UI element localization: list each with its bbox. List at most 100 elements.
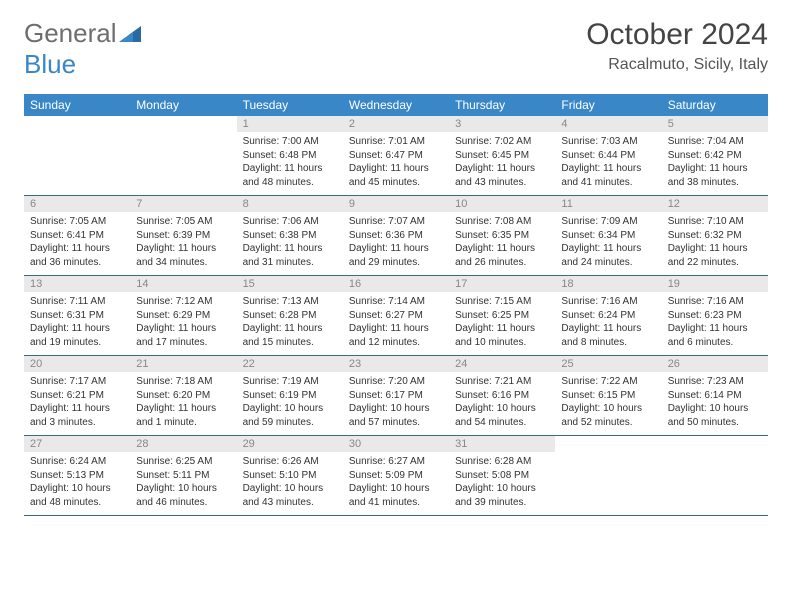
day-body: Sunrise: 7:04 AMSunset: 6:42 PMDaylight:…	[662, 132, 768, 195]
calendar-cell: 7Sunrise: 7:05 AMSunset: 6:39 PMDaylight…	[130, 196, 236, 276]
weekday-header: Sunday	[24, 94, 130, 116]
day-body: Sunrise: 7:01 AMSunset: 6:47 PMDaylight:…	[343, 132, 449, 195]
calendar-cell: 3Sunrise: 7:02 AMSunset: 6:45 PMDaylight…	[449, 116, 555, 196]
day-number: 6	[24, 196, 130, 212]
day-body: Sunrise: 7:10 AMSunset: 6:32 PMDaylight:…	[662, 212, 768, 275]
day-body: Sunrise: 6:24 AMSunset: 5:13 PMDaylight:…	[24, 452, 130, 515]
day-number: 22	[237, 356, 343, 372]
calendar-cell: 29Sunrise: 6:26 AMSunset: 5:10 PMDayligh…	[237, 436, 343, 516]
calendar-cell: 28Sunrise: 6:25 AMSunset: 5:11 PMDayligh…	[130, 436, 236, 516]
day-number: 29	[237, 436, 343, 452]
calendar-cell: 30Sunrise: 6:27 AMSunset: 5:09 PMDayligh…	[343, 436, 449, 516]
calendar-cell	[24, 116, 130, 196]
day-number: 23	[343, 356, 449, 372]
calendar-cell	[130, 116, 236, 196]
weekday-header: Monday	[130, 94, 236, 116]
day-number: 20	[24, 356, 130, 372]
calendar-cell: 17Sunrise: 7:15 AMSunset: 6:25 PMDayligh…	[449, 276, 555, 356]
day-number: 31	[449, 436, 555, 452]
day-number: 19	[662, 276, 768, 292]
logo-text-part1: General	[24, 18, 117, 48]
day-body: Sunrise: 7:02 AMSunset: 6:45 PMDaylight:…	[449, 132, 555, 195]
day-number: 28	[130, 436, 236, 452]
calendar-cell: 23Sunrise: 7:20 AMSunset: 6:17 PMDayligh…	[343, 356, 449, 436]
calendar-cell: 16Sunrise: 7:14 AMSunset: 6:27 PMDayligh…	[343, 276, 449, 356]
calendar-cell: 8Sunrise: 7:06 AMSunset: 6:38 PMDaylight…	[237, 196, 343, 276]
day-number: 15	[237, 276, 343, 292]
day-body: Sunrise: 7:20 AMSunset: 6:17 PMDaylight:…	[343, 372, 449, 435]
calendar-cell	[555, 436, 661, 516]
calendar-cell: 24Sunrise: 7:21 AMSunset: 6:16 PMDayligh…	[449, 356, 555, 436]
day-number: 5	[662, 116, 768, 132]
logo-text-part2: Blue	[24, 49, 76, 79]
day-number: 4	[555, 116, 661, 132]
weekday-header: Tuesday	[237, 94, 343, 116]
day-number: 21	[130, 356, 236, 372]
day-number: 24	[449, 356, 555, 372]
header: GeneralBlue October 2024 Racalmuto, Sici…	[24, 18, 768, 80]
weekday-header: Saturday	[662, 94, 768, 116]
calendar-cell: 5Sunrise: 7:04 AMSunset: 6:42 PMDaylight…	[662, 116, 768, 196]
calendar-cell: 22Sunrise: 7:19 AMSunset: 6:19 PMDayligh…	[237, 356, 343, 436]
calendar-row: 20Sunrise: 7:17 AMSunset: 6:21 PMDayligh…	[24, 356, 768, 436]
calendar-cell: 27Sunrise: 6:24 AMSunset: 5:13 PMDayligh…	[24, 436, 130, 516]
day-body: Sunrise: 7:07 AMSunset: 6:36 PMDaylight:…	[343, 212, 449, 275]
day-body: Sunrise: 6:26 AMSunset: 5:10 PMDaylight:…	[237, 452, 343, 515]
weekday-header: Friday	[555, 94, 661, 116]
day-number: 26	[662, 356, 768, 372]
calendar-cell: 2Sunrise: 7:01 AMSunset: 6:47 PMDaylight…	[343, 116, 449, 196]
day-body: Sunrise: 7:15 AMSunset: 6:25 PMDaylight:…	[449, 292, 555, 355]
calendar-cell: 6Sunrise: 7:05 AMSunset: 6:41 PMDaylight…	[24, 196, 130, 276]
calendar-cell: 25Sunrise: 7:22 AMSunset: 6:15 PMDayligh…	[555, 356, 661, 436]
day-number: 17	[449, 276, 555, 292]
day-number: 10	[449, 196, 555, 212]
calendar-cell: 31Sunrise: 6:28 AMSunset: 5:08 PMDayligh…	[449, 436, 555, 516]
day-body: Sunrise: 7:23 AMSunset: 6:14 PMDaylight:…	[662, 372, 768, 435]
day-number: 11	[555, 196, 661, 212]
calendar-cell: 26Sunrise: 7:23 AMSunset: 6:14 PMDayligh…	[662, 356, 768, 436]
calendar-row: 1Sunrise: 7:00 AMSunset: 6:48 PMDaylight…	[24, 116, 768, 196]
day-body: Sunrise: 7:08 AMSunset: 6:35 PMDaylight:…	[449, 212, 555, 275]
calendar-cell: 20Sunrise: 7:17 AMSunset: 6:21 PMDayligh…	[24, 356, 130, 436]
day-number: 27	[24, 436, 130, 452]
calendar-cell: 9Sunrise: 7:07 AMSunset: 6:36 PMDaylight…	[343, 196, 449, 276]
calendar-row: 6Sunrise: 7:05 AMSunset: 6:41 PMDaylight…	[24, 196, 768, 276]
day-body: Sunrise: 7:22 AMSunset: 6:15 PMDaylight:…	[555, 372, 661, 435]
calendar-cell: 12Sunrise: 7:10 AMSunset: 6:32 PMDayligh…	[662, 196, 768, 276]
weekday-header: Thursday	[449, 94, 555, 116]
day-number: 18	[555, 276, 661, 292]
calendar-cell: 18Sunrise: 7:16 AMSunset: 6:24 PMDayligh…	[555, 276, 661, 356]
location: Racalmuto, Sicily, Italy	[586, 56, 768, 74]
calendar-cell: 21Sunrise: 7:18 AMSunset: 6:20 PMDayligh…	[130, 356, 236, 436]
day-body: Sunrise: 7:05 AMSunset: 6:41 PMDaylight:…	[24, 212, 130, 275]
day-body: Sunrise: 7:13 AMSunset: 6:28 PMDaylight:…	[237, 292, 343, 355]
logo: GeneralBlue	[24, 18, 141, 80]
day-body: Sunrise: 7:09 AMSunset: 6:34 PMDaylight:…	[555, 212, 661, 275]
calendar-table: SundayMondayTuesdayWednesdayThursdayFrid…	[24, 94, 768, 516]
calendar-row: 13Sunrise: 7:11 AMSunset: 6:31 PMDayligh…	[24, 276, 768, 356]
day-body: Sunrise: 6:25 AMSunset: 5:11 PMDaylight:…	[130, 452, 236, 515]
day-body: Sunrise: 7:17 AMSunset: 6:21 PMDaylight:…	[24, 372, 130, 435]
day-number: 8	[237, 196, 343, 212]
day-number: 16	[343, 276, 449, 292]
day-body: Sunrise: 6:28 AMSunset: 5:08 PMDaylight:…	[449, 452, 555, 515]
calendar-cell: 19Sunrise: 7:16 AMSunset: 6:23 PMDayligh…	[662, 276, 768, 356]
day-number: 2	[343, 116, 449, 132]
calendar-cell	[662, 436, 768, 516]
day-number: 9	[343, 196, 449, 212]
day-body: Sunrise: 7:21 AMSunset: 6:16 PMDaylight:…	[449, 372, 555, 435]
day-body: Sunrise: 7:11 AMSunset: 6:31 PMDaylight:…	[24, 292, 130, 355]
day-body: Sunrise: 7:06 AMSunset: 6:38 PMDaylight:…	[237, 212, 343, 275]
day-number: 3	[449, 116, 555, 132]
day-number: 12	[662, 196, 768, 212]
day-body: Sunrise: 7:16 AMSunset: 6:24 PMDaylight:…	[555, 292, 661, 355]
day-number: 14	[130, 276, 236, 292]
day-body: Sunrise: 7:14 AMSunset: 6:27 PMDaylight:…	[343, 292, 449, 355]
day-body: Sunrise: 7:19 AMSunset: 6:19 PMDaylight:…	[237, 372, 343, 435]
day-body: Sunrise: 7:16 AMSunset: 6:23 PMDaylight:…	[662, 292, 768, 355]
logo-triangle-icon	[119, 26, 141, 42]
day-body: Sunrise: 6:27 AMSunset: 5:09 PMDaylight:…	[343, 452, 449, 515]
calendar-cell: 15Sunrise: 7:13 AMSunset: 6:28 PMDayligh…	[237, 276, 343, 356]
month-title: October 2024	[586, 18, 768, 52]
calendar-cell: 13Sunrise: 7:11 AMSunset: 6:31 PMDayligh…	[24, 276, 130, 356]
